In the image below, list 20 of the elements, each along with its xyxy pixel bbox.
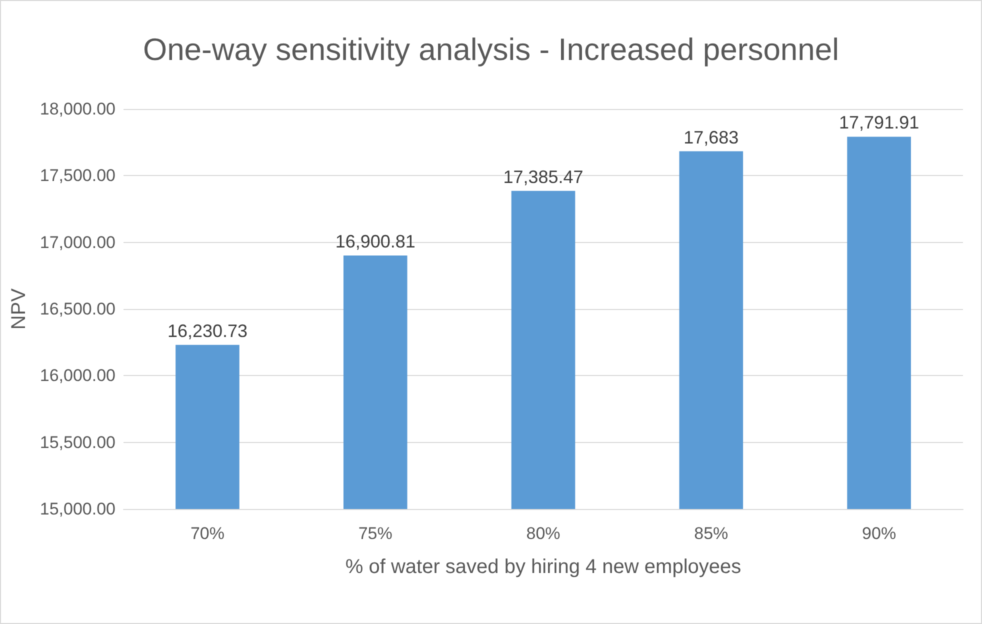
x-tick-label: 75%: [358, 524, 392, 543]
x-axis-title: % of water saved by hiring 4 new employees: [345, 556, 742, 578]
y-tick-label: 16,000.00: [40, 366, 116, 386]
data-label: 17,683: [684, 127, 739, 148]
x-tick-label: 80%: [526, 524, 560, 543]
y-tick-label: 18,000.00: [40, 100, 116, 118]
data-label: 16,900.81: [335, 232, 416, 252]
y-tick-label: 17,500.00: [40, 166, 116, 186]
x-tick-label: 70%: [190, 524, 224, 543]
y-tick-label: 17,000.00: [40, 232, 116, 252]
x-tick-label: 85%: [694, 524, 728, 543]
data-label: 17,385.47: [503, 166, 584, 187]
data-label: 16,230.73: [167, 320, 248, 341]
data-label: 17,791.91: [839, 112, 920, 133]
y-tick-label: 15,500.00: [40, 432, 116, 452]
chart-title: One-way sensitivity analysis - Increased personnel: [142, 32, 840, 67]
y-tick-label: 16,500.00: [40, 300, 116, 318]
y-tick-label: 15,000.00: [40, 500, 116, 518]
y-axis-title: NPV: [8, 288, 30, 330]
x-tick-label: 90%: [862, 524, 896, 543]
